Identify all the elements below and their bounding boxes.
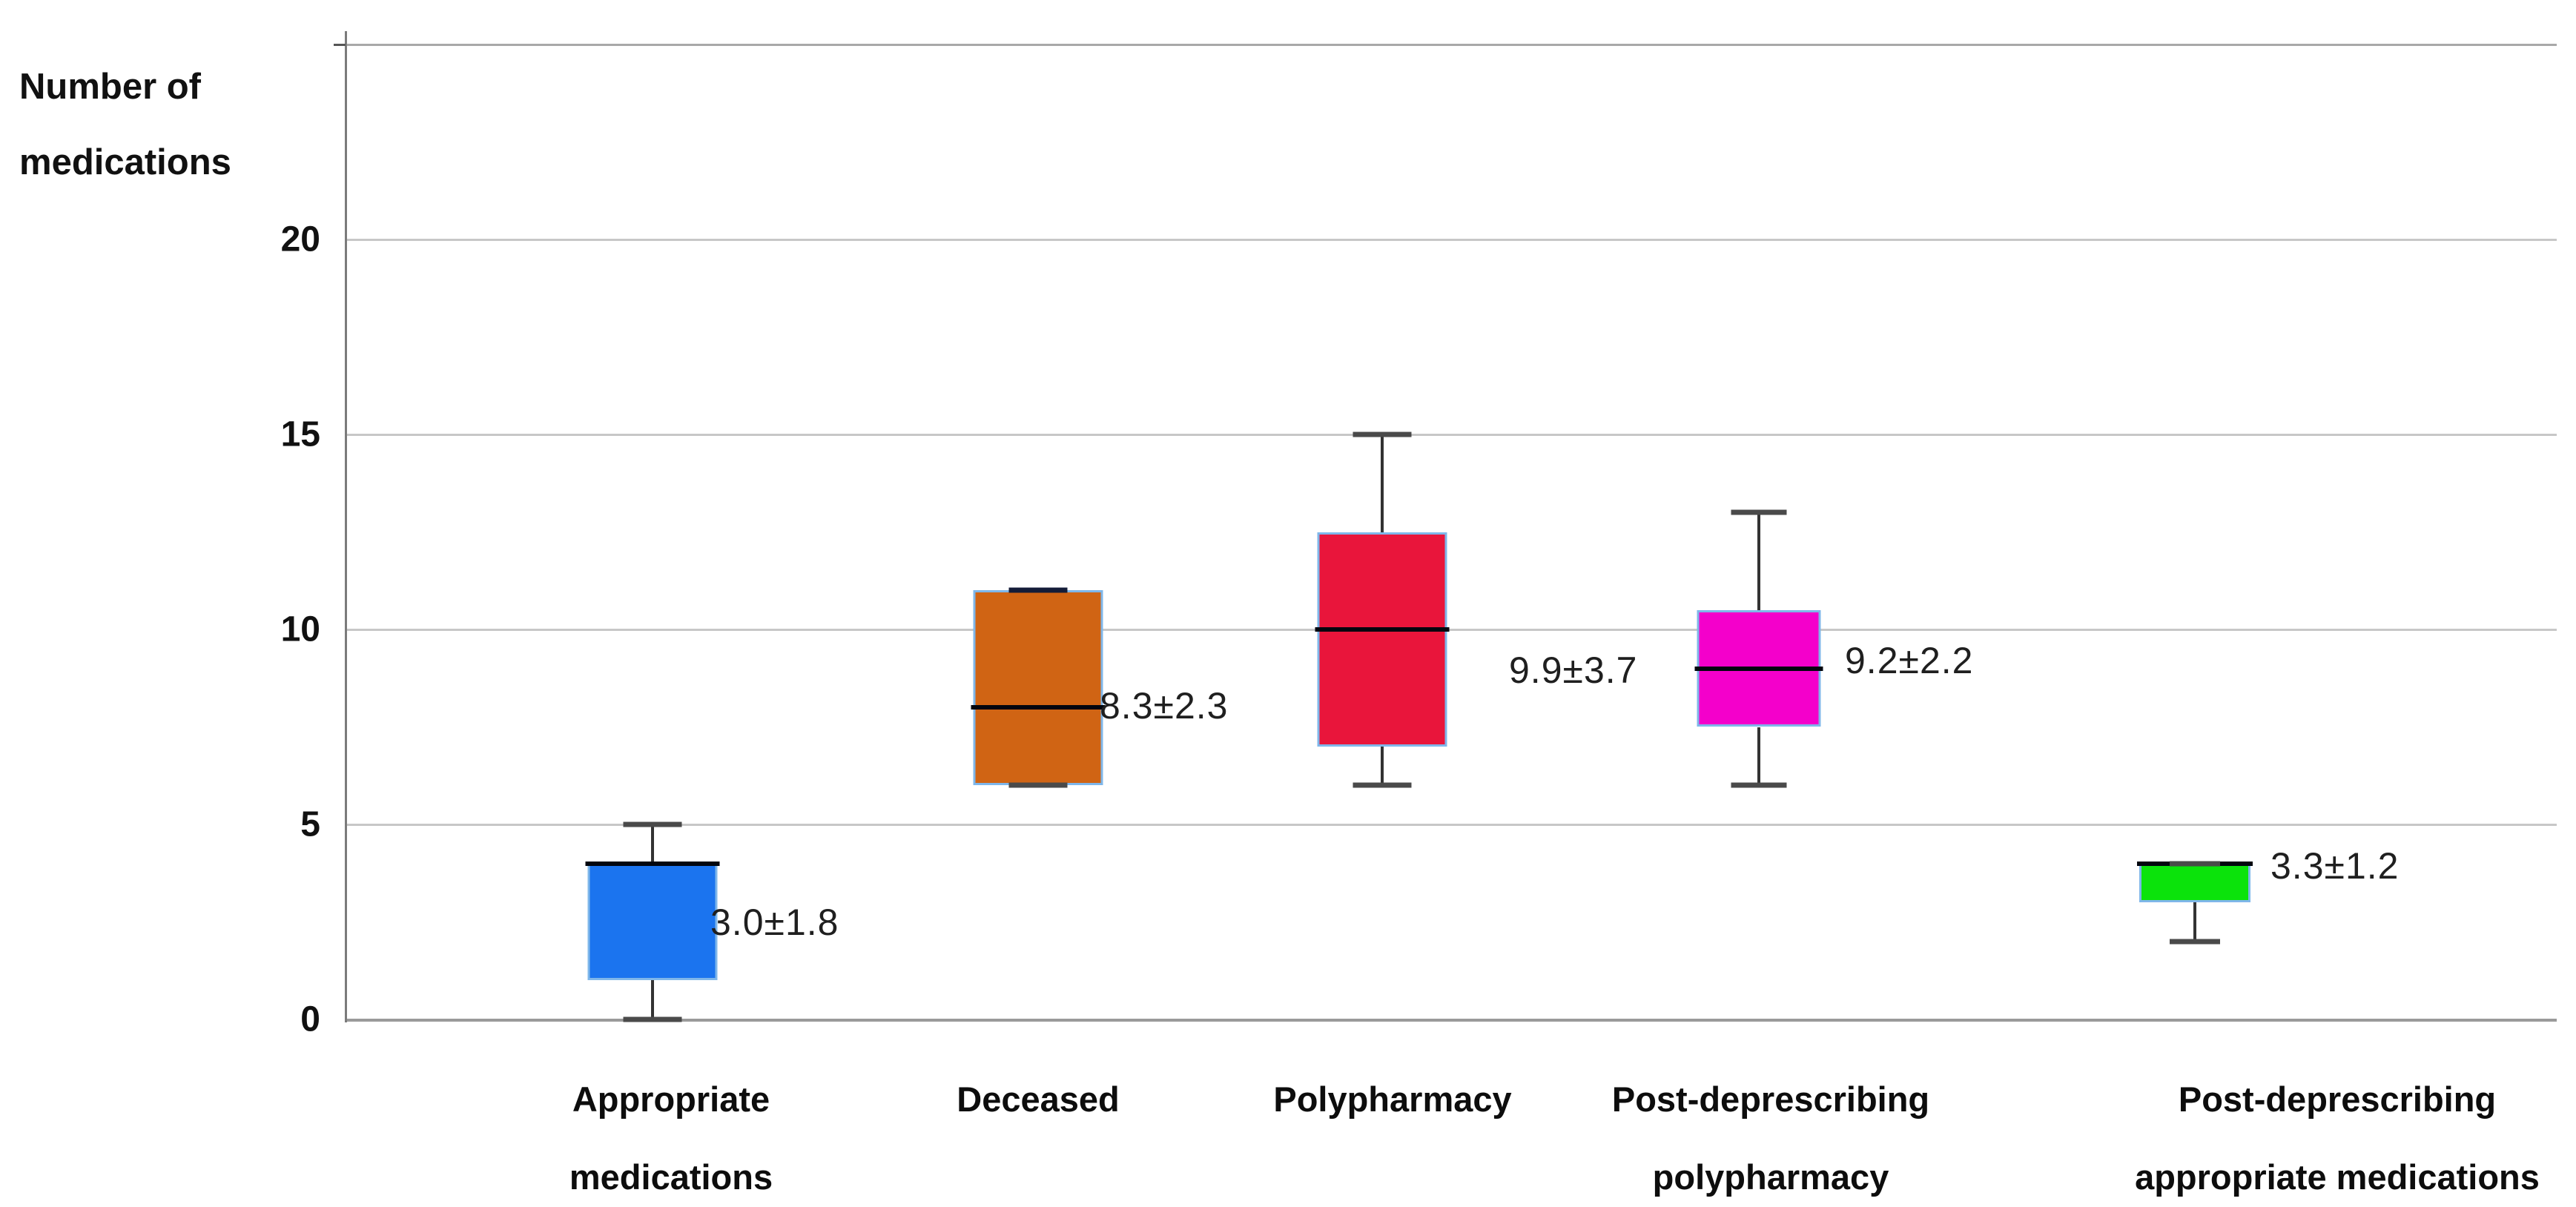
x-category-label-line: polypharmacy: [1652, 1157, 1889, 1197]
x-category-label-line: Polypharmacy: [1273, 1079, 1512, 1119]
y-axis-title-line2: medications: [19, 142, 231, 182]
y-tick-label-15: 15: [280, 414, 320, 454]
x-category-label-polypharmacy: Polypharmacy: [1155, 1060, 1630, 1138]
x-category-label-line: Post-deprescribing: [1611, 1079, 1930, 1119]
y-axis-line: [345, 31, 347, 1022]
median-line-deceased: [971, 705, 1106, 710]
whisker-cap-lower-deceased: [1008, 782, 1068, 788]
gridline-10: [346, 629, 2557, 631]
y-tick-label-5: 5: [300, 804, 320, 844]
y-axis-title-line1: Number of: [19, 67, 201, 107]
whisker-cap-upper-appropriate-medications: [623, 821, 682, 827]
y-axis-top-tick: [334, 44, 346, 46]
x-category-label-appropriate-medications: Appropriate medications: [434, 1060, 908, 1207]
gridline-5: [346, 824, 2557, 826]
box-polypharmacy: [1317, 532, 1447, 747]
gridline-25: [346, 44, 2557, 46]
x-category-label-post-deprescribing-appropriate-medications: Post-deprescribing appropriate medication…: [2100, 1060, 2575, 1207]
whisker-lower-post-deprescribing-polypharmacy: [1757, 727, 1760, 786]
whisker-cap-upper-polypharmacy: [1353, 431, 1412, 437]
box-appropriate-medications: [587, 863, 718, 981]
gridline-0: [346, 1019, 2557, 1022]
median-line-polypharmacy: [1315, 627, 1450, 632]
gridline-20: [346, 239, 2557, 241]
y-axis-title: Number of medications: [19, 49, 286, 200]
whisker-upper-appropriate-medications: [651, 824, 654, 864]
box-deceased: [973, 590, 1103, 786]
value-annotation-polypharmacy: 9.9±3.7: [1509, 649, 1638, 692]
value-annotation-appropriate-medications: 3.0±1.8: [710, 901, 839, 943]
y-tick-label-20: 20: [280, 219, 320, 259]
x-category-label-post-deprescribing-polypharmacy: Post-deprescribing polypharmacy: [1533, 1060, 2008, 1207]
x-category-label-deceased: Deceased: [801, 1060, 1275, 1138]
x-category-label-line: appropriate medications: [2135, 1157, 2540, 1197]
whisker-cap-lower-post-deprescribing-polypharmacy: [1731, 782, 1787, 788]
value-annotation-deceased: 8.3±2.3: [1100, 684, 1229, 727]
whisker-cap-lower-post-deprescribing-appropriate-medications: [2170, 939, 2220, 945]
y-tick-label-0: 0: [300, 999, 320, 1039]
value-annotation-post-deprescribing-appropriate-medications: 3.3±1.2: [2270, 845, 2400, 887]
x-category-label-line: Deceased: [957, 1079, 1120, 1119]
whisker-lower-appropriate-medications: [651, 980, 654, 1019]
whisker-cap-lower-polypharmacy: [1353, 782, 1412, 788]
x-category-label-line: medications: [569, 1157, 773, 1197]
median-line-appropriate-medications: [585, 861, 720, 866]
whisker-cap-lower-appropriate-medications: [623, 1016, 682, 1022]
whisker-lower-polypharmacy: [1381, 746, 1384, 786]
x-category-label-line: Appropriate: [572, 1079, 770, 1119]
whisker-cap-upper-post-deprescribing-appropriate-medications: [2170, 861, 2220, 867]
whisker-cap-upper-post-deprescribing-polypharmacy: [1731, 509, 1787, 515]
value-annotation-post-deprescribing-polypharmacy: 9.2±2.2: [1845, 640, 1974, 682]
whisker-lower-post-deprescribing-appropriate-medications: [2193, 902, 2196, 942]
whisker-upper-post-deprescribing-polypharmacy: [1757, 512, 1760, 610]
whisker-cap-upper-deceased: [1008, 587, 1068, 593]
gridline-15: [346, 434, 2557, 436]
x-category-label-line: Post-deprescribing: [2178, 1079, 2497, 1119]
y-tick-label-10: 10: [280, 609, 320, 649]
box-post-deprescribing-appropriate-medications: [2139, 863, 2250, 903]
whisker-upper-polypharmacy: [1381, 434, 1384, 532]
median-line-post-deprescribing-polypharmacy: [1694, 666, 1823, 671]
